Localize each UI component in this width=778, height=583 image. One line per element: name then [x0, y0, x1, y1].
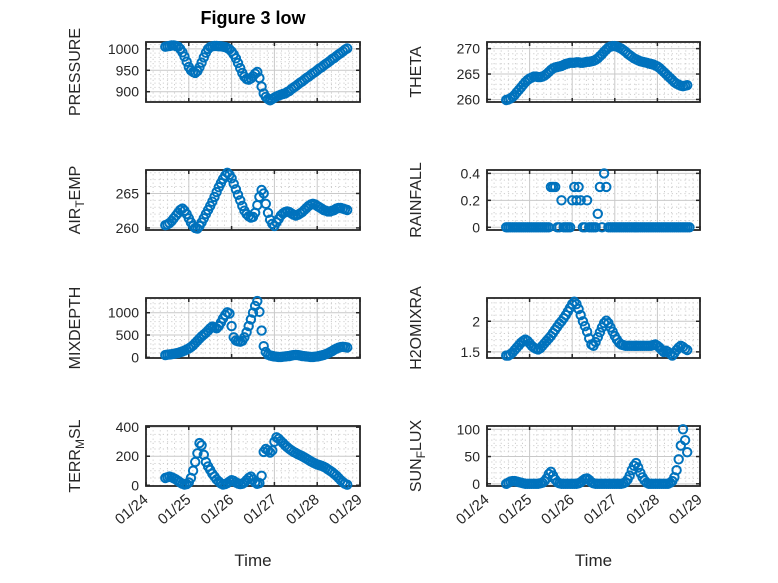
x-axis-label-left: Time: [234, 551, 272, 570]
y-axis-label: RAINFALL: [408, 162, 425, 238]
x-tick-label: 01/26: [197, 491, 237, 528]
x-tick-label: 01/25: [155, 491, 195, 528]
markers-mixdepth: [160, 295, 353, 363]
axes-box: [145, 297, 361, 359]
y-tick-label: 0: [472, 219, 480, 235]
x-tick-label: 01/29: [326, 491, 366, 528]
markers-pressure: [160, 40, 353, 106]
y-tick-label: 100: [457, 421, 481, 437]
y-tick-label: 265: [457, 66, 481, 82]
y-axis-label: THETA: [408, 46, 425, 98]
x-tick-label: 01/25: [495, 491, 535, 528]
axes-box: [486, 297, 701, 359]
markers-sun-flux: [501, 424, 693, 489]
y-axis-label: H2OMIXRA: [408, 286, 425, 370]
subplot-terr-msl: 0 200 400 TERRMSL 01/24 01/25 01/26 01/27 01/28 0…: [67, 419, 366, 528]
y-axis-label: AIRTEMP: [67, 166, 87, 235]
subplot-theta: 260 265 270 THETA: [408, 40, 701, 107]
figure-title: Figure 3 low: [200, 8, 306, 28]
axis-ticks: [486, 298, 701, 358]
x-tick-label: 01/28: [283, 491, 323, 528]
axes-box: [486, 41, 701, 103]
y-tick-label: 200: [116, 448, 140, 464]
y-tick-label: 1.5: [461, 344, 481, 360]
y-tick-label: 500: [116, 327, 140, 343]
markers-terr-msl: [160, 432, 353, 490]
y-axis-label: TERRMSL: [67, 419, 87, 492]
subplot-sun-flux: 0 50 100 SUNFLUX 01/24 01/25 01/26 01/27 01/28 01…: [408, 420, 706, 529]
x-tick-label: 01/26: [538, 491, 578, 528]
minor-grid: [487, 426, 700, 486]
y-tick-label: 1000: [108, 305, 139, 321]
y-tick-label: 260: [116, 220, 140, 236]
x-tick-label: 01/27: [581, 491, 621, 528]
x-tick-label: 01/24: [453, 491, 493, 528]
y-tick-label: 270: [457, 41, 481, 57]
y-tick-label: 265: [116, 185, 140, 201]
y-tick-label: 260: [457, 91, 481, 107]
y-tick-label: 50: [464, 449, 480, 465]
y-tick-label: 0.4: [461, 165, 481, 181]
major-grid: [487, 42, 700, 102]
y-tick-label: 0: [131, 349, 139, 365]
y-tick-label: 900: [116, 84, 140, 100]
axes-box: [145, 41, 361, 103]
y-tick-label: 2: [472, 313, 480, 329]
major-grid: [146, 298, 360, 358]
y-tick-label: 400: [116, 419, 140, 435]
x-axis-label-right: Time: [574, 551, 613, 570]
markers-rainfall: [501, 168, 695, 233]
x-tick-label: 01/28: [623, 491, 663, 528]
y-tick-label: 0: [472, 476, 480, 492]
y-axis-label: SUNFLUX: [408, 420, 428, 493]
x-tick-label: 01/29: [666, 491, 706, 528]
subplot-air-temp: 260 265 AIRTEMP: [67, 166, 361, 236]
minor-grid: [146, 42, 360, 102]
markers-h2omixra: [501, 296, 693, 361]
markers-theta: [501, 40, 693, 106]
subplot-h2omixra: 1.5 2 H2OMIXRA: [408, 286, 701, 370]
x-tick-label: 01/24: [112, 491, 152, 528]
y-tick-label: 950: [116, 62, 140, 78]
subplot-pressure: 900 950 1000 PRESSURE: [67, 28, 361, 116]
axes-box: [145, 169, 361, 231]
x-tick-label: 01/27: [240, 491, 280, 528]
subplot-mixdepth: 0 500 1000 MIXDEPTH: [67, 287, 361, 370]
y-tick-label: 1000: [108, 41, 139, 57]
y-axis-label: PRESSURE: [67, 28, 84, 116]
major-grid: [146, 426, 360, 486]
subplot-rainfall: 0 0.2 0.4 RAINFALL: [408, 162, 701, 238]
y-tick-label: 0.2: [461, 192, 481, 208]
y-axis-label: MIXDEPTH: [67, 287, 84, 370]
y-tick-label: 0: [131, 477, 139, 493]
markers-air-temp: [160, 167, 353, 234]
